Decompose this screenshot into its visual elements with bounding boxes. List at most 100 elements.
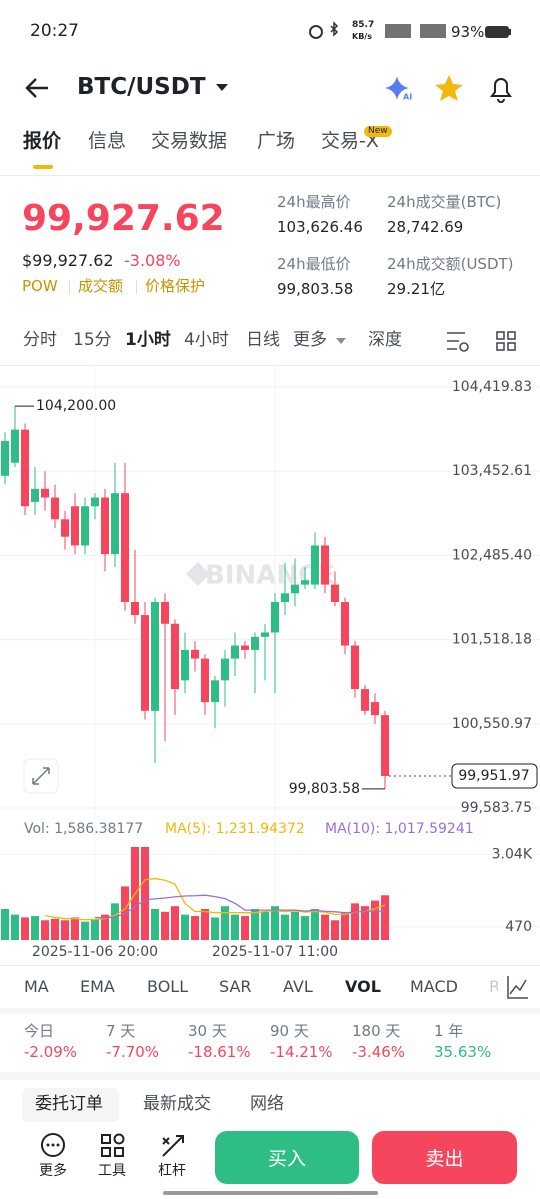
interval[interactable]: 更多 [293, 330, 327, 350]
tag[interactable]: 价格保护 [145, 277, 206, 295]
indicator[interactable]: EMA [80, 977, 115, 996]
y-tick-label: 103,452.61 [452, 463, 532, 479]
volume-bar [101, 914, 109, 940]
tab[interactable]: 信息 [88, 130, 127, 152]
candle-body [341, 602, 349, 646]
volume-bar [201, 909, 209, 940]
y-tick-label: 100,550.97 [452, 716, 532, 732]
order-tab[interactable]: 最新成交 [143, 1094, 211, 1114]
active-tab-bg [22, 1088, 119, 1122]
interval[interactable]: 日线 [246, 330, 280, 350]
tools-button[interactable] [101, 1133, 125, 1157]
candle-body [301, 580, 309, 585]
settings-button[interactable] [447, 332, 469, 352]
x-tick-label: 2025-11-06 20:00 [32, 944, 158, 960]
interval[interactable]: 15分 [73, 330, 112, 350]
alert-button[interactable] [490, 78, 512, 103]
candle-body [231, 645, 239, 659]
svg-text:AI: AI [403, 93, 412, 102]
candle-body [251, 636, 259, 650]
candle-body [221, 658, 229, 681]
last-price-label: 99,951.97 [458, 768, 529, 784]
candle-body [71, 506, 79, 546]
volume-bar [181, 914, 189, 940]
tag[interactable]: POW [22, 277, 58, 295]
section-gap [0, 1072, 540, 1080]
volume-bar [371, 900, 379, 940]
tag[interactable]: 成交额 [78, 277, 124, 295]
interval[interactable]: 分时 [23, 330, 57, 350]
candle-body [311, 545, 319, 585]
expand-button[interactable] [23, 758, 59, 794]
tab[interactable]: 交易-X [321, 130, 379, 152]
back-button[interactable] [25, 78, 48, 98]
candle-body [21, 429, 29, 507]
low-label: 99,803.58 [289, 781, 360, 797]
divider [0, 365, 540, 366]
indicator[interactable]: SAR [219, 977, 252, 996]
indicator[interactable]: MACD [410, 977, 458, 996]
stat-value: 103,626.46 [277, 218, 363, 236]
x-tick-label: 2025-11-07 11:00 [212, 944, 338, 960]
layout-button[interactable] [496, 331, 516, 351]
candle-body [51, 497, 59, 520]
volume-bar [281, 914, 289, 940]
legend-entry: Vol: 1,586.38177 [24, 821, 143, 837]
divider [0, 965, 540, 966]
indicator[interactable]: AVL [283, 977, 313, 996]
symbol-dropdown[interactable] [216, 84, 228, 91]
volume-bar [291, 911, 299, 940]
perf-value: -3.46% [352, 1043, 406, 1061]
buy-button[interactable]: 买入 [215, 1131, 359, 1184]
favorite-button[interactable] [435, 75, 463, 101]
divider [0, 175, 540, 176]
candle-body [321, 545, 329, 585]
volume-bar [41, 920, 49, 940]
candle-body [211, 680, 219, 703]
volume-bar [301, 916, 309, 940]
volume-bar [111, 903, 119, 940]
volume-bar [191, 916, 199, 940]
separator [69, 280, 70, 294]
order-tab[interactable]: 网络 [250, 1094, 284, 1114]
candle-body [241, 645, 249, 650]
candle-body [191, 649, 199, 659]
tab[interactable]: 广场 [257, 130, 296, 152]
tab[interactable]: 报价 [23, 130, 62, 152]
interval[interactable]: 1小时 [125, 330, 171, 350]
status-icons [309, 21, 511, 39]
interval[interactable]: 4小时 [184, 330, 229, 350]
indicator[interactable]: BOLL [147, 977, 189, 996]
volume-bar [31, 916, 39, 940]
indicator-settings[interactable] [0, 0, 540, 1010]
indicator[interactable]: VOL [345, 977, 381, 996]
candle-body [171, 623, 179, 690]
candle-body [141, 615, 149, 711]
volume-bar [71, 917, 79, 940]
perf-label: 1 年 [434, 1022, 464, 1040]
tab[interactable]: 交易数据 [151, 130, 228, 152]
indicator[interactable]: R [489, 977, 501, 996]
perf-value: -18.61% [188, 1043, 251, 1061]
order-tab[interactable]: 委托订单 [35, 1094, 103, 1114]
volume-bar [341, 913, 349, 940]
volume-bar [231, 914, 239, 940]
interval[interactable]: 深度 [368, 330, 402, 350]
volume-bar [331, 920, 339, 940]
candle-body [291, 584, 299, 594]
indicator[interactable]: MA [24, 977, 49, 996]
candle-body [371, 702, 379, 716]
candle-body [1, 440, 9, 476]
sell-button[interactable]: 卖出 [372, 1131, 517, 1184]
stat-value: 28,742.69 [387, 218, 464, 236]
volume-bar [321, 914, 329, 940]
more-button[interactable] [41, 1133, 65, 1157]
high-label: 104,200.00 [36, 398, 116, 414]
leverage-button[interactable] [162, 1135, 184, 1157]
ai-button[interactable]: AI [385, 76, 412, 102]
candle-body [181, 649, 189, 681]
stat-label: 24h最低价 [277, 255, 351, 273]
candle-body [91, 497, 99, 507]
